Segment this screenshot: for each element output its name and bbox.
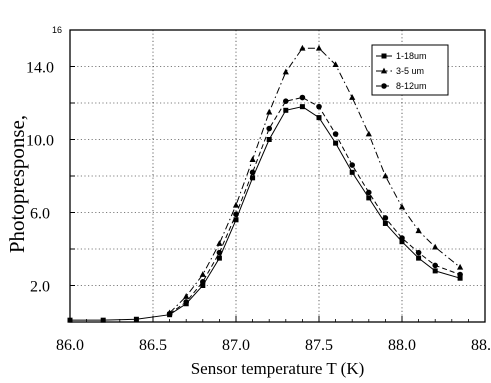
x-axis-label: Sensor temperature T (K) [191, 359, 365, 378]
marker-square [216, 255, 222, 261]
marker-circle [200, 279, 206, 285]
marker-square [100, 317, 106, 323]
marker-triangle [332, 61, 339, 68]
marker-square [250, 175, 256, 181]
marker-triangle [216, 240, 223, 246]
marker-circle [432, 262, 439, 269]
marker-triangle [382, 172, 389, 179]
marker-circle [415, 249, 422, 256]
x-tick-label: 88.5 [471, 337, 491, 354]
marker-square [333, 140, 339, 146]
y-tick-label: 10.0 [26, 133, 54, 150]
legend: 1-18um 3-5 um 8-12um [371, 44, 449, 96]
axis-ticks [69, 66, 486, 322]
marker-square [233, 217, 239, 223]
marker-circle [233, 211, 239, 218]
series-1-18um [67, 104, 463, 323]
marker-square [416, 255, 422, 261]
legend-label: 8-12um [396, 81, 427, 91]
marker-triangle [299, 44, 306, 51]
marker-circle [299, 94, 306, 101]
marker-circle [332, 131, 339, 137]
marker-square [299, 104, 305, 110]
y-tick-label-top: 16 [52, 25, 62, 35]
marker-triangle [282, 68, 289, 75]
marker-square [399, 239, 405, 245]
series-8-12um [166, 94, 463, 317]
marker-triangle [380, 67, 388, 74]
marker-circle [216, 249, 223, 256]
marker-circle [349, 162, 356, 168]
legend-label: 1-18um [396, 51, 427, 61]
marker-square [316, 115, 322, 121]
marker-triangle [199, 271, 206, 277]
marker-circle [183, 299, 189, 305]
marker-triangle [365, 130, 372, 137]
marker-triangle [415, 227, 422, 234]
y-tick-label: 14.0 [26, 60, 54, 77]
marker-square [133, 316, 139, 322]
marker-circle [283, 98, 289, 104]
marker-triangle [183, 293, 190, 299]
marker-circle [381, 83, 387, 89]
marker-square [432, 268, 438, 274]
legend-label: 3-5 um [396, 66, 424, 76]
marker-triangle [232, 201, 240, 208]
marker-circle [399, 235, 405, 241]
x-tick-label: 87.5 [305, 337, 333, 354]
x-tick-label: 86.5 [139, 337, 167, 354]
y-tick-label: 6.0 [30, 206, 50, 223]
marker-circle [266, 125, 273, 132]
marker-square [457, 275, 463, 281]
x-tick-label: 87.0 [222, 337, 250, 354]
marker-square [266, 137, 272, 142]
marker-square [382, 220, 388, 226]
marker-circle [382, 215, 389, 221]
marker-circle [366, 189, 372, 196]
marker-circle [316, 103, 322, 110]
marker-triangle [315, 44, 323, 51]
marker-square [283, 107, 289, 113]
x-tick-label: 86.0 [56, 337, 84, 354]
marker-square [67, 317, 73, 323]
marker-square [381, 53, 387, 59]
series-line [169, 96, 461, 315]
series-layer [67, 44, 464, 323]
marker-square [366, 195, 372, 201]
marker-square [200, 283, 206, 288]
x-tick-label: 88.0 [388, 337, 416, 354]
axis-tick-labels: 86.0 86.5 87.0 87.5 88.0 88.5 2.0 6.0 10.0 14.0 16 [26, 25, 491, 354]
marker-square [349, 169, 355, 175]
marker-triangle [432, 243, 439, 250]
y-axis-label: Photopresponse, [5, 115, 29, 253]
marker-circle [166, 310, 173, 317]
marker-triangle [457, 263, 464, 270]
marker-triangle [249, 156, 256, 162]
marker-triangle [349, 94, 356, 100]
marker-circle [249, 169, 256, 176]
y-tick-label: 2.0 [30, 279, 50, 296]
marker-circle [457, 271, 463, 278]
marker-triangle [266, 108, 273, 115]
series-line [169, 47, 461, 314]
marker-triangle [398, 203, 406, 210]
